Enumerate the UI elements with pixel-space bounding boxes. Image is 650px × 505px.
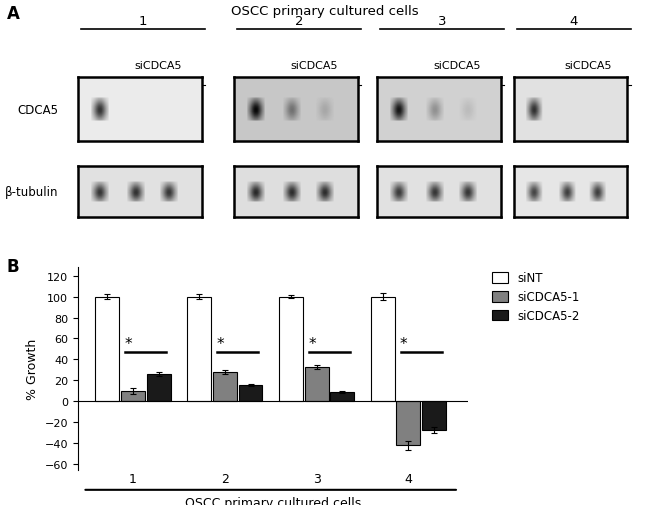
Text: 1: 1 <box>574 111 580 121</box>
Text: CDCA5: CDCA5 <box>18 104 58 116</box>
X-axis label: OSCC primary cultured cells: OSCC primary cultured cells <box>185 496 361 505</box>
Bar <box>422 401 446 430</box>
Text: 2: 2 <box>478 111 484 121</box>
Text: *: * <box>400 336 408 351</box>
Text: siNT: siNT <box>240 111 262 121</box>
Bar <box>187 297 211 401</box>
Text: 1: 1 <box>443 111 449 121</box>
Text: 2: 2 <box>179 111 185 121</box>
Text: siCDCA5: siCDCA5 <box>135 61 183 71</box>
Text: *: * <box>216 336 224 351</box>
Text: *: * <box>125 336 133 351</box>
Text: 3: 3 <box>437 15 447 28</box>
Text: 2: 2 <box>335 111 341 121</box>
Y-axis label: % Growth: % Growth <box>26 338 39 399</box>
Bar <box>370 297 395 401</box>
Text: *: * <box>308 336 316 351</box>
Text: 1: 1 <box>144 111 150 121</box>
Bar <box>239 385 263 401</box>
Text: siCDCA5: siCDCA5 <box>564 61 612 71</box>
Bar <box>147 374 171 401</box>
Bar <box>121 391 145 401</box>
Text: 2: 2 <box>606 111 613 121</box>
Text: siCDCA5: siCDCA5 <box>434 61 482 71</box>
Text: 2: 2 <box>294 15 304 28</box>
Bar <box>213 372 237 401</box>
Text: siCDCA5: siCDCA5 <box>291 61 339 71</box>
Legend: siNT, siCDCA5-1, siCDCA5-2: siNT, siCDCA5-1, siCDCA5-2 <box>489 270 582 325</box>
Bar <box>96 297 120 401</box>
Text: OSCC primary cultured cells: OSCC primary cultured cells <box>231 5 419 18</box>
Text: siNT: siNT <box>84 111 106 121</box>
Text: siNT: siNT <box>383 111 405 121</box>
Text: 4: 4 <box>569 15 578 28</box>
Text: 1: 1 <box>300 111 306 121</box>
Bar <box>279 297 303 401</box>
Bar <box>396 401 421 445</box>
Text: A: A <box>6 5 20 23</box>
Text: B: B <box>6 258 19 276</box>
Bar <box>305 367 328 401</box>
Text: β-tubulin: β-tubulin <box>5 185 58 198</box>
Bar <box>330 392 354 401</box>
Text: siNT: siNT <box>518 111 540 121</box>
Text: 1: 1 <box>138 15 148 28</box>
